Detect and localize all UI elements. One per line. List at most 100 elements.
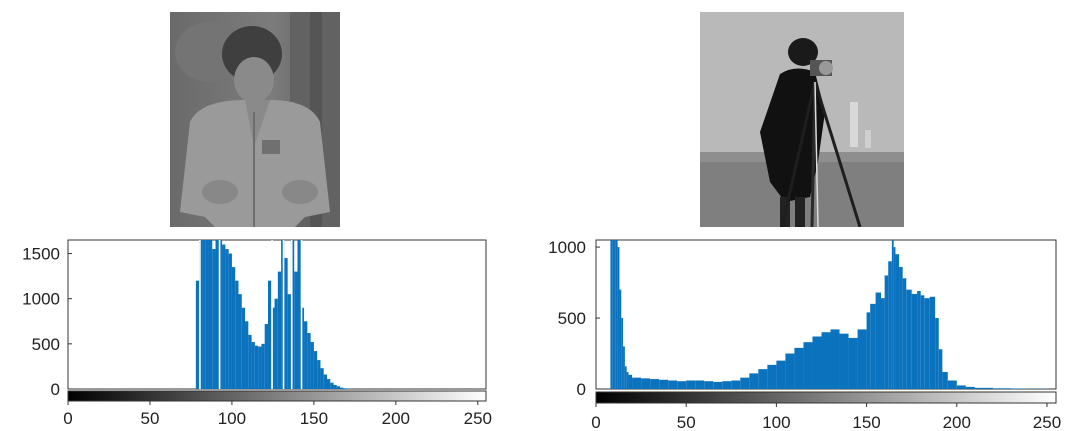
histogram-bar [899,266,903,389]
empty-bin-gap [271,240,273,389]
histogram-bar [942,371,948,389]
histogram-bar [202,240,206,389]
x-tick-label: 100 [218,409,246,428]
histogram-bar [722,381,732,389]
histogram-bar [917,291,921,389]
x-tick-label: 200 [943,413,971,431]
histogram-bar [222,244,226,389]
histogram-bar [307,333,311,389]
histogram-bar [284,258,288,389]
histogram-bar [320,368,324,389]
histogram-bar [277,271,282,389]
histogram-bar [938,349,943,389]
histogram-bars [195,240,350,389]
histogram-bar [974,387,993,389]
histogram-bar [323,374,327,389]
histogram-bar [294,271,298,389]
histogram-bar [624,366,627,389]
x-tick-label: 100 [762,413,790,431]
histogram-bar [935,318,939,389]
histogram-bar [267,280,272,389]
histogram-bar [215,240,219,389]
histogram-bar [199,240,203,389]
histogram-bar [758,369,768,389]
histogram-bars [610,240,1049,389]
histogram-bar [261,343,265,389]
histogram-bar [333,384,337,389]
histogram-bar [891,240,894,389]
histogram-bar [668,380,678,389]
histogram-bar [330,382,334,389]
histogram-bar [632,377,642,389]
histogram-bar [857,329,867,389]
histogram-bar [317,360,321,389]
histogram-bar [924,298,930,389]
histogram-bar [848,337,858,389]
histogram-bar [619,289,622,389]
histogram-bar [340,387,344,389]
histogram-bar [749,373,759,389]
y-tick-label: 500 [32,335,60,354]
histogram-bar [238,294,242,389]
histogram-bar [704,381,714,389]
histogram-bar [713,381,723,389]
histogram-bar [304,321,308,389]
histogram-chart-2: 0 500 1000 0 50 100 150 200 250 [548,238,1061,431]
histogram-bar [628,374,633,389]
histogram-bar [659,379,669,389]
histogram-bar [228,253,232,389]
histogram-bar [287,294,291,389]
histogram-bar [297,240,301,389]
histogram-bar [271,307,275,389]
histogram-bar [776,360,786,389]
histogram-bar [212,249,216,389]
histogram-bar [218,240,223,389]
histogram-bar [992,388,1011,389]
histogram-bar [866,312,871,389]
histogram-bar [248,334,252,389]
empty-bin-gap [199,240,201,389]
histogram-bar [231,267,236,389]
histogram-bar [615,240,618,389]
histogram-bar [313,351,318,389]
histogram-bar [225,249,229,389]
x-tick-label: 50 [140,409,159,428]
histogram-bar [821,332,831,389]
empty-bin-gap [290,240,293,389]
histogram-bar [336,386,341,389]
histogram-bar [235,280,239,389]
histogram-bar [888,261,892,389]
empty-bin-gap [300,240,303,389]
histogram-bar [274,298,278,389]
x-tick-label: 0 [63,409,72,428]
histogram-bar [326,379,331,389]
grayscale-colorbar [67,390,487,402]
histogram-bar [740,377,750,389]
histogram-bar [258,346,262,389]
histogram-bar [310,342,314,389]
histogram-bar [290,240,295,389]
histogram-bar [677,381,687,389]
histogram-bar [195,280,200,389]
histogram-bar [641,378,651,389]
histogram-bar [695,380,705,389]
histogram-bar [241,307,246,389]
histogram-bar [617,247,620,389]
y-tick-label: 1000 [548,238,586,257]
y-tick-label: 1500 [22,245,60,264]
histogram-bar [911,293,918,389]
histogram-bar [245,321,249,389]
y-tick-label: 0 [577,380,586,399]
y-tick-label: 0 [51,380,60,399]
histogram-bar [614,240,616,389]
histogram-bar [731,380,741,389]
cameraman-photo-graphic [700,12,904,228]
histogram-bar [300,307,305,389]
x-tick-label: 200 [382,409,410,428]
histogram-bar [965,386,975,389]
histogram-bar [767,364,777,389]
x-tick-label: 50 [677,413,696,431]
histogram-bar [803,342,813,389]
histogram-bar [251,342,255,389]
